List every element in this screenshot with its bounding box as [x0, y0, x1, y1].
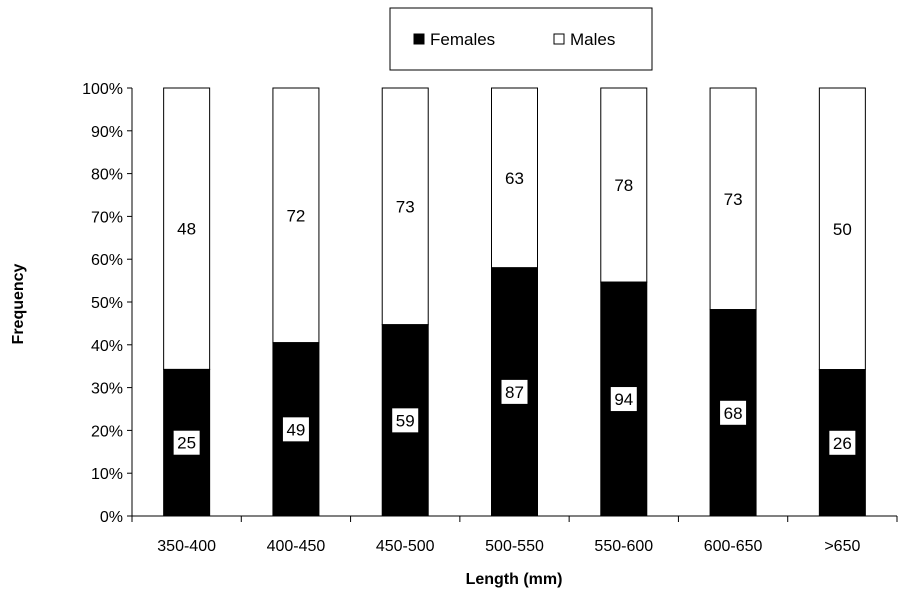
- bar-males: [709, 87, 757, 311]
- legend-item-males: Males: [553, 30, 615, 49]
- data-label-males: 50: [833, 220, 852, 239]
- data-label-bg-females: [392, 408, 419, 433]
- data-label-males: 78: [614, 176, 633, 195]
- x-tick-label: 450-500: [376, 538, 435, 555]
- data-label-bg-females: [282, 417, 309, 442]
- data-label-females: 87: [505, 383, 524, 402]
- bar-males: [381, 87, 429, 326]
- y-tick-label: 10%: [91, 466, 123, 483]
- x-tick-label: 400-450: [267, 538, 326, 555]
- y-tick-label: 30%: [91, 381, 123, 398]
- legend-swatch-males: [553, 33, 565, 45]
- data-label-males: 63: [505, 169, 524, 188]
- y-tick-label: 20%: [91, 423, 123, 440]
- data-label-males: 73: [724, 190, 743, 209]
- y-tick-label: 50%: [91, 295, 123, 312]
- y-tick-label: 70%: [91, 209, 123, 226]
- data-label-females: 94: [614, 390, 633, 409]
- legend-label-males: Males: [570, 30, 615, 49]
- x-axis-title: Length (mm): [466, 571, 563, 588]
- data-label-bg-females: [829, 430, 856, 455]
- legend-box: [389, 7, 653, 71]
- bar-males: [600, 87, 648, 283]
- data-label-bg-females: [173, 430, 200, 455]
- data-label-females: 68: [724, 404, 743, 423]
- x-tick-label: 600-650: [704, 538, 763, 555]
- data-label-bg-females: [720, 400, 747, 425]
- y-axis-title: Frequency: [10, 263, 27, 344]
- y-tick-label: 80%: [91, 167, 123, 184]
- data-label-females: 26: [833, 434, 852, 453]
- bars: [163, 87, 866, 517]
- x-tick-label: 500-550: [485, 538, 544, 555]
- y-tick-label: 0%: [100, 509, 123, 526]
- y-ticks: 0% 10% 20% 30% 40% 50% 60% 70% 80% 90% 100%: [82, 81, 132, 526]
- bar-males: [163, 87, 211, 370]
- legend: Females Males: [389, 7, 653, 71]
- legend-swatch-females: [413, 33, 425, 45]
- data-label-males: 73: [396, 197, 415, 216]
- y-tick-label: 100%: [82, 81, 123, 98]
- bar-males: [491, 87, 538, 269]
- x-tick-label: 350-400: [157, 538, 216, 555]
- data-label-males: 72: [286, 206, 305, 225]
- data-label-females: 25: [177, 434, 196, 453]
- bar-males: [818, 87, 866, 371]
- data-labels: 25 48 49 72 59 73 87 63 94 78 68 73 26 50: [173, 169, 856, 455]
- x-ticks: 350-400 400-450 450-500 500-550 550-600 600-6…: [131, 516, 898, 555]
- data-label-bg-females: [501, 379, 528, 404]
- data-label-bg-females: [610, 387, 637, 412]
- data-label-females: 49: [286, 420, 305, 439]
- x-tick-label: 550-600: [594, 538, 653, 555]
- data-label-females: 59: [396, 411, 415, 430]
- legend-item-females: Females: [413, 30, 495, 49]
- y-tick-label: 40%: [91, 338, 123, 355]
- data-label-males: 48: [177, 220, 196, 239]
- y-tick-label: 90%: [91, 124, 123, 141]
- x-tick-label: >650: [824, 538, 860, 555]
- y-tick-label: 60%: [91, 252, 123, 269]
- legend-label-females: Females: [430, 30, 495, 49]
